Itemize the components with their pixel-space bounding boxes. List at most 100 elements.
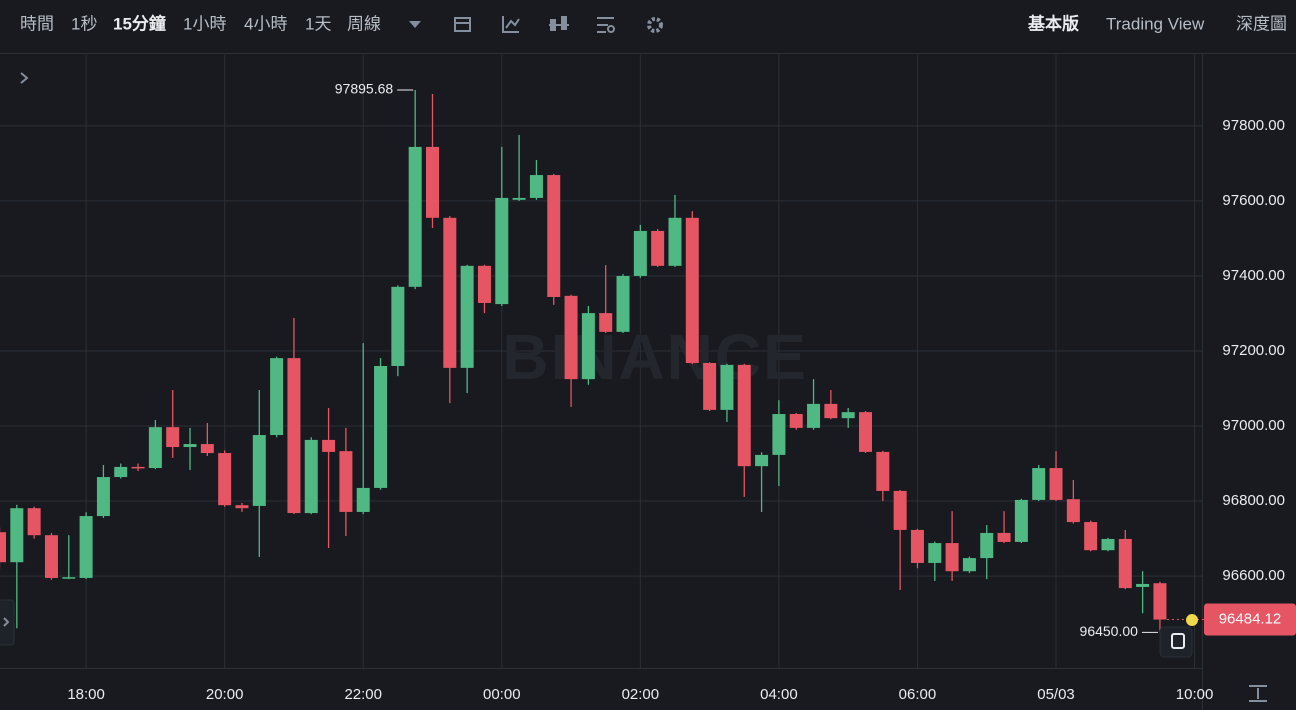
candle-body (304, 439, 318, 514)
candle-body (391, 286, 405, 367)
candle-body (408, 146, 422, 287)
candle-body (218, 453, 232, 506)
candle-body (0, 532, 6, 563)
candle-body (79, 516, 93, 578)
candle-icon[interactable] (549, 16, 569, 31)
calendar-icon[interactable] (454, 17, 471, 32)
live-dot (1186, 614, 1198, 627)
x-tick-label: 20:00 (206, 686, 244, 703)
candle-body (62, 577, 76, 579)
candles (0, 90, 1167, 633)
settings-icon[interactable] (647, 17, 663, 33)
interval-tab[interactable]: 1天 (305, 14, 331, 33)
interval-tab[interactable]: 4小時 (244, 14, 287, 33)
y-tick-label: 97400.00 (1222, 267, 1285, 284)
candle-body (1153, 583, 1167, 620)
x-tick-label: 05/03 (1037, 686, 1075, 703)
candle-body (96, 477, 110, 517)
candle-body (910, 529, 924, 563)
candle-body (651, 230, 665, 266)
layout-icon[interactable] (597, 17, 615, 33)
candle-body (10, 508, 24, 563)
candle-body (581, 313, 595, 380)
y-tick-label: 97000.00 (1222, 417, 1285, 434)
candle-body (893, 490, 907, 530)
candle-body (599, 313, 613, 332)
interval-tab[interactable]: 時間 (20, 14, 54, 33)
candle-body (1014, 499, 1028, 542)
x-tick-label: 10:00 (1176, 686, 1214, 703)
indicator-icon[interactable] (502, 16, 520, 33)
candle-body (114, 466, 128, 478)
note-icon-glyph (1171, 633, 1185, 649)
candle-body (1049, 468, 1063, 500)
interval-tab[interactable]: 15分鐘 (113, 13, 166, 33)
min-label: 96450.00 (1080, 623, 1139, 639)
x-tick-label: 02:00 (622, 686, 660, 703)
x-tick-label: 18:00 (67, 686, 105, 703)
candle-body (339, 451, 353, 512)
candle-body (928, 543, 942, 563)
dropdown-icon[interactable] (409, 21, 421, 28)
candle-body (1032, 468, 1046, 500)
candle-body (841, 412, 855, 419)
candle-body (703, 363, 717, 410)
candle-body (720, 364, 734, 410)
interval-tab[interactable]: 周線 (347, 14, 381, 33)
candle-body (374, 366, 388, 488)
candle-body (495, 197, 509, 305)
candle-body (737, 364, 751, 467)
expand-arrow[interactable] (20, 72, 29, 84)
y-tick-label: 97800.00 (1222, 117, 1285, 134)
candle-body (616, 275, 630, 332)
side-arrow[interactable] (3, 617, 10, 627)
view-tab[interactable]: 基本版 (1027, 13, 1079, 33)
x-tick-label: 00:00 (483, 686, 521, 703)
candle-body (131, 466, 145, 469)
toolbar: 時間 1秒 15分鐘 1小時 4小時 1天 周線 基本版 Trading Vie… (0, 13, 1296, 54)
candle-body (962, 558, 976, 572)
y-tick-label: 96600.00 (1222, 567, 1285, 584)
candle-body (876, 451, 890, 491)
x-tick-label: 06:00 (899, 686, 937, 703)
candle-body (200, 444, 214, 454)
candle-body (945, 543, 959, 572)
y-tick-label: 97200.00 (1222, 342, 1285, 359)
candle-body (859, 412, 872, 452)
y-tick-label: 97600.00 (1222, 192, 1285, 209)
candle-body (44, 535, 58, 578)
candle-body (1136, 583, 1150, 587)
candle-body (633, 230, 647, 276)
candle-body (166, 427, 180, 448)
candle-body (460, 265, 474, 368)
candle-body (529, 175, 543, 198)
candle-body (235, 505, 249, 509)
candle-body (287, 358, 301, 514)
max-label: 97895.68 (335, 81, 394, 97)
interval-tab[interactable]: 1小時 (183, 14, 226, 33)
candle-body (685, 217, 699, 364)
last-price-label: 96484.12 (1219, 611, 1282, 628)
candle-body (772, 414, 786, 455)
candle-body (807, 403, 821, 428)
candle-body (270, 358, 284, 436)
interval-tab[interactable]: 1秒 (71, 14, 97, 33)
candle-body (27, 508, 41, 536)
view-tab[interactable]: 深度圖 (1236, 14, 1287, 33)
candle-body (477, 265, 491, 303)
scale-icon[interactable] (1249, 685, 1267, 702)
candle-body (564, 295, 578, 380)
y-tick-label: 96800.00 (1222, 492, 1285, 509)
note-icon (1159, 626, 1193, 658)
candle-body (755, 454, 769, 467)
watermark: BINANCE (502, 321, 808, 393)
candle-body (322, 439, 336, 452)
candle-body (443, 217, 457, 368)
candle-body (789, 414, 803, 428)
candle-body (980, 532, 994, 559)
candle-body (183, 444, 197, 448)
candle-body (668, 217, 682, 266)
candle-body (1084, 522, 1098, 551)
view-tab[interactable]: Trading View (1106, 14, 1205, 33)
